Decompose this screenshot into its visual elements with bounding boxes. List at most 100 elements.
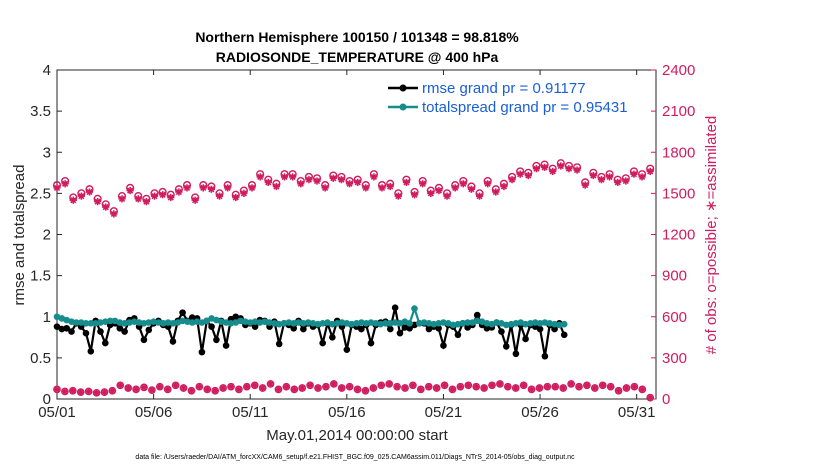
point-rmse xyxy=(121,328,128,335)
point-obs-low-assimilated xyxy=(464,381,472,389)
point-obs-low-assimilated xyxy=(259,384,267,392)
point-obs-assimilated xyxy=(443,192,451,200)
point-obs-low-assimilated-stroke xyxy=(322,383,330,390)
point-obs-assimilated xyxy=(475,192,484,200)
point-obs-low-assimilated xyxy=(433,384,441,392)
point-obs-low-assimilated-stroke xyxy=(433,384,440,392)
point-obs-assimilated-stroke xyxy=(590,172,597,179)
point-obs-low-assimilated xyxy=(156,383,164,391)
x-tick-label: 05/26 xyxy=(521,404,559,421)
point-obs-low-assimilated xyxy=(583,381,591,389)
point-obs-assimilated xyxy=(77,192,85,200)
point-obs-low-assimilated-stroke xyxy=(330,380,337,388)
point-obs-low-assimilated xyxy=(108,387,116,395)
point-rmse xyxy=(116,324,124,332)
point-obs-low-assimilated-stroke xyxy=(204,386,211,393)
legend-marker-rmse xyxy=(399,84,407,92)
point-obs-assimilated-stroke xyxy=(167,194,174,201)
x-ticks: 05/01 05/06 05/11 05/16 05/21 05/26 05/31 xyxy=(38,70,655,421)
point-rmse xyxy=(179,309,186,316)
point-obs-assimilated-stroke xyxy=(175,188,183,196)
point-obs-low-assimilated xyxy=(92,389,101,397)
point-obs-assimilated xyxy=(492,188,500,196)
point-obs-assimilated xyxy=(427,189,435,197)
point-obs-low-assimilated-stroke xyxy=(354,386,361,393)
point-totalspread xyxy=(73,319,80,326)
y-left-tick-label: 4 xyxy=(43,62,51,79)
point-obs-assimilated xyxy=(142,198,150,206)
point-obs-low-assimilated-stroke xyxy=(172,382,179,389)
point-obs-low-assimilated-stroke xyxy=(544,383,551,390)
point-obs-assimilated-stroke xyxy=(403,179,410,186)
point-obs-assimilated xyxy=(467,185,476,193)
point-obs-assimilated-stroke xyxy=(322,184,329,192)
point-obs-assimilated xyxy=(61,180,69,188)
point-obs-assimilated xyxy=(345,180,354,188)
point-obs-assimilated-stroke xyxy=(484,180,491,187)
point-obs-low-assimilated xyxy=(85,387,93,396)
point-obs-low-assimilated xyxy=(148,386,156,394)
point-obs-assimilated xyxy=(459,180,467,188)
point-rmse xyxy=(502,343,510,350)
point-totalspread xyxy=(406,320,413,327)
y-left-tick-label: 0.5 xyxy=(30,350,51,367)
point-obs-low-assimilated-stroke xyxy=(552,383,559,390)
point-obs-assimilated xyxy=(183,184,191,192)
point-obs-low-assimilated xyxy=(496,380,504,388)
point-obs-assimilated xyxy=(337,176,346,184)
point-obs-assimilated xyxy=(378,184,386,192)
point-obs-low-assimilated-stroke xyxy=(473,383,480,390)
point-obs-low-assimilated xyxy=(53,385,61,394)
point-obs-assimilated-stroke xyxy=(305,176,313,183)
point-obs-assimilated-stroke xyxy=(118,195,126,202)
point-obs-assimilated-stroke xyxy=(354,179,361,186)
point-obs-assimilated xyxy=(175,188,183,196)
point-totalspread xyxy=(464,319,471,326)
point-obs-assimilated xyxy=(581,181,589,189)
point-obs-low-assimilated xyxy=(520,381,528,389)
point-obs-assimilated xyxy=(118,195,126,203)
point-obs-low-assimilated-stroke xyxy=(417,386,424,393)
point-obs-low-assimilated xyxy=(369,384,377,392)
y-axis-label-right: # of obs: o=possible; ∗=assimilated xyxy=(703,116,720,355)
point-obs-low-assimilated-stroke xyxy=(243,383,250,390)
point-obs-low-assimilated-stroke xyxy=(425,383,432,390)
point-obs-assimilated xyxy=(354,178,362,187)
point-obs-low-assimilated xyxy=(456,383,464,391)
point-obs-low-assimilated xyxy=(100,388,109,396)
point-obs-assimilated-stroke xyxy=(582,182,589,189)
point-obs-assimilated-stroke xyxy=(468,186,475,193)
point-obs-assimilated-stroke xyxy=(94,198,101,205)
point-obs-low-assimilated-stroke xyxy=(370,384,377,392)
point-obs-low-assimilated-stroke xyxy=(299,384,306,392)
point-obs-low-assimilated xyxy=(591,384,599,392)
point-obs-low-assimilated-stroke xyxy=(235,386,243,393)
point-obs-low-assimilated xyxy=(614,387,623,395)
point-obs-low-assimilated xyxy=(646,394,654,402)
plot-area xyxy=(56,69,657,400)
point-rmse xyxy=(440,342,447,349)
point-obs-low-assimilated xyxy=(401,384,409,392)
point-obs-assimilated-stroke xyxy=(541,164,548,171)
point-totalspread xyxy=(106,317,114,325)
point-obs-low-assimilated xyxy=(77,388,85,396)
point-obs-assimilated-stroke xyxy=(508,176,516,183)
point-totalspread xyxy=(382,320,389,327)
point-obs-assimilated-stroke xyxy=(102,203,109,211)
y-right-tick-label: 2100 xyxy=(662,103,695,120)
point-obs-low-assimilated xyxy=(353,385,362,394)
point-obs-assimilated-stroke xyxy=(86,188,93,196)
point-obs-low-assimilated xyxy=(448,385,457,394)
point-obs-low-assimilated xyxy=(543,383,551,391)
point-obs-low-assimilated-stroke xyxy=(520,382,527,389)
point-obs-assimilated xyxy=(248,184,256,192)
point-obs-low-assimilated xyxy=(164,385,172,394)
point-obs-low-assimilated xyxy=(527,385,536,394)
point-obs-low-assimilated-stroke xyxy=(504,383,511,390)
point-obs-assimilated xyxy=(215,192,224,200)
point-obs-assimilated-stroke xyxy=(460,180,467,187)
point-obs-assimilated xyxy=(69,196,77,204)
point-totalspread xyxy=(82,320,90,327)
point-obs-low-assimilated-stroke xyxy=(480,384,488,392)
point-obs-low-assimilated-stroke xyxy=(647,394,654,401)
